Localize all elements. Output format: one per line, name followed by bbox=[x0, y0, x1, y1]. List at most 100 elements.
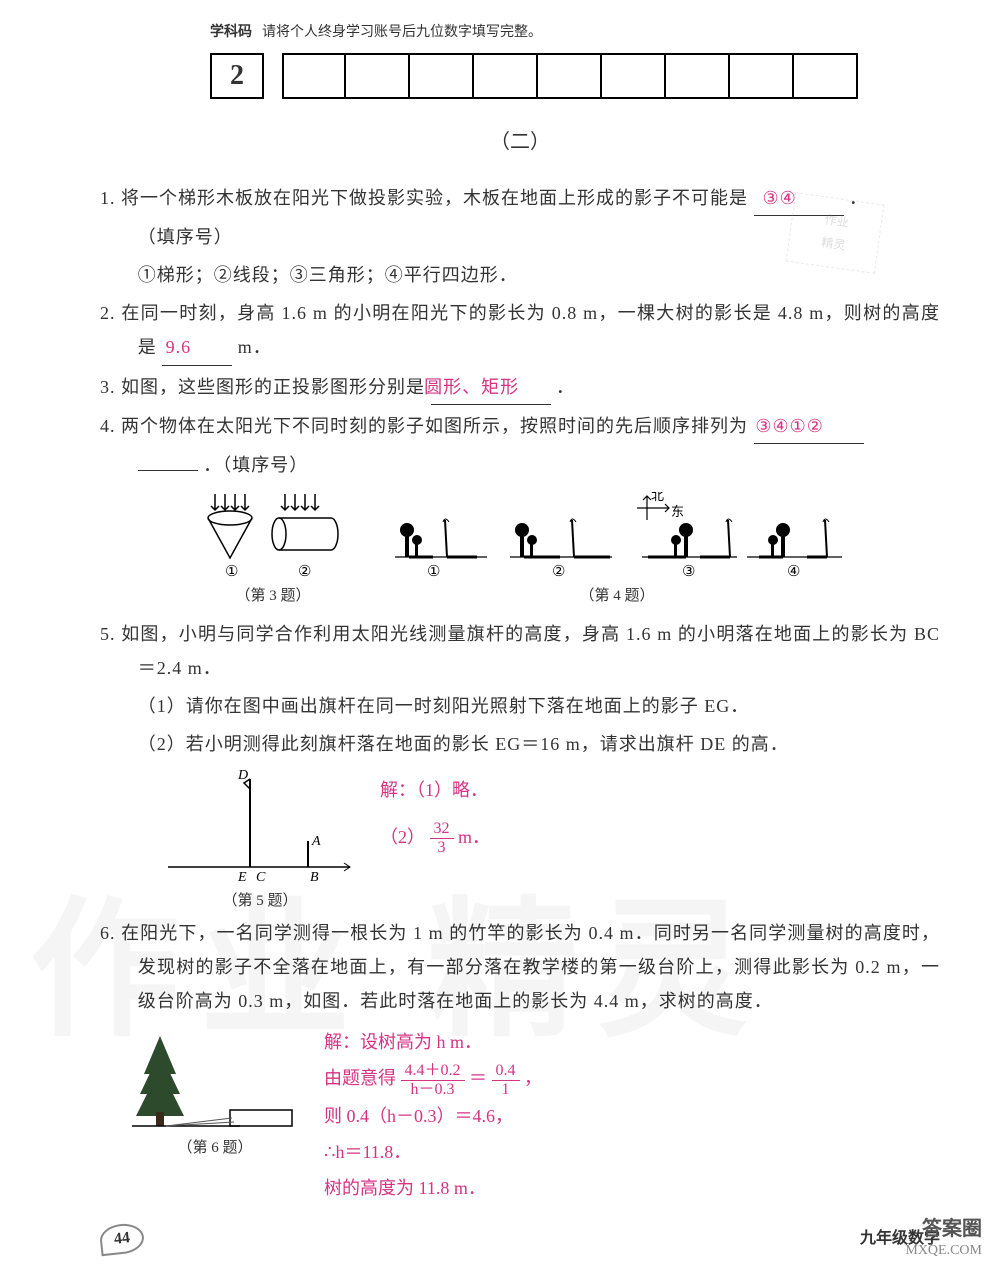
code-box-9[interactable] bbox=[794, 53, 858, 99]
stamp-l1: 作业 bbox=[823, 209, 850, 235]
subject-code-label: 学科码 bbox=[210, 20, 252, 47]
question-5: 5. 如图，小明与同学合作利用太阳光线测量旗杆的高度，身高 1.6 m 的小明落… bbox=[100, 617, 940, 685]
fig4-label-3: ③ bbox=[682, 564, 695, 580]
q5-part2: （2）若小明测得此刻旗杆落在地面的影长 EG＝16 m，请求出旗杆 DE 的高． bbox=[100, 727, 940, 761]
q6-sol-5: 树的高度为 11.8 m． bbox=[324, 1170, 542, 1206]
code-box-4[interactable] bbox=[474, 53, 538, 99]
q5-label-C: C bbox=[256, 870, 266, 885]
q5-sol-unit: m． bbox=[458, 827, 490, 847]
figure-6-svg bbox=[130, 1024, 300, 1134]
q5-sol-fraction: 32 3 bbox=[430, 820, 454, 856]
code-box-2[interactable] bbox=[346, 53, 410, 99]
q5-sol-2-prefix: （2） bbox=[380, 827, 425, 847]
corner-logo-2: MXQE.COM bbox=[905, 1242, 982, 1260]
code-box-7[interactable] bbox=[666, 53, 730, 99]
q6-sol-2b: ， bbox=[524, 1068, 542, 1088]
q1-number: 1. bbox=[100, 188, 116, 208]
q2-unit: m． bbox=[238, 337, 272, 357]
q4-tail: ．（填序号） bbox=[100, 448, 940, 482]
q6-sol-2a: 由题意得 bbox=[324, 1068, 396, 1088]
code-box-subject: 2 bbox=[210, 53, 264, 99]
compass-north: 北 bbox=[651, 492, 664, 503]
q5-frac-den: 3 bbox=[434, 839, 450, 857]
header-instruction: 请将个人终身学习账号后九位数字填写完整。 bbox=[262, 20, 542, 47]
q6-sol-3: 则 0.4（h－0.3）＝4.6， bbox=[324, 1098, 542, 1134]
q2-number: 2. bbox=[100, 303, 116, 323]
q5-text: 如图，小明与同学合作利用太阳光线测量旗杆的高度，身高 1.6 m 的小明落在地面… bbox=[121, 624, 940, 678]
q4-answer-blank: ③④①② bbox=[754, 409, 864, 444]
question-2: 2. 在同一时刻，身高 1.6 m 的小明在阳光下的影长为 0.8 m，一棵大树… bbox=[100, 296, 940, 365]
header-row: 学科码 请将个人终身学习账号后九位数字填写完整。 bbox=[210, 20, 940, 47]
fig4-label-1: ① bbox=[427, 564, 440, 580]
q4-number: 4. bbox=[100, 416, 116, 436]
q5-label-D: D bbox=[237, 768, 248, 783]
q5-number: 5. bbox=[100, 624, 116, 644]
figure-5-svg: D A E C B bbox=[160, 767, 360, 887]
q2-answer-blank: 9.6 bbox=[162, 330, 232, 365]
figure-3-svg: ① ② bbox=[193, 492, 353, 582]
q3-answer-blank: 圆形、矩形 bbox=[431, 370, 551, 405]
code-boxes: 2 bbox=[210, 53, 940, 99]
q3-text-a: 如图，这些图形的正投影图形分别是 bbox=[121, 377, 425, 397]
q5-sol-2: （2） 32 3 m． bbox=[380, 820, 490, 857]
q6-solution: 解：设树高为 h m． 由题意得 4.4＋0.2 h－0.3 ＝ 0.4 1 ，… bbox=[324, 1024, 542, 1206]
stamp-l2: 精灵 bbox=[820, 231, 847, 257]
q6-frac1: 4.4＋0.2 h－0.3 bbox=[401, 1062, 465, 1098]
fig3-label-2: ② bbox=[298, 564, 311, 580]
figure-6-caption: （第 6 题） bbox=[177, 1134, 252, 1163]
figure-5-caption: （第 5 题） bbox=[222, 887, 297, 916]
q6-number: 6. bbox=[100, 923, 116, 943]
figures-row: ① ② （第 3 题） 北 东 bbox=[100, 492, 940, 611]
q6-sol-2: 由题意得 4.4＋0.2 h－0.3 ＝ 0.4 1 ， bbox=[324, 1060, 542, 1098]
q6-sol-eq: ＝ bbox=[469, 1068, 487, 1088]
question-4: 4. 两个物体在太阳光下不同时刻的影子如图所示，按照时间的先后顺序排列为 ③④①… bbox=[100, 409, 940, 444]
q5-label-B: B bbox=[310, 870, 319, 885]
question-3: 3. 如图，这些图形的正投影图形分别是 圆形、矩形 ． bbox=[100, 370, 940, 405]
q6-frac2-den: 1 bbox=[498, 1081, 514, 1099]
q5-frac-num: 32 bbox=[430, 820, 454, 839]
stamp-decoration: 作业 精灵 bbox=[786, 192, 885, 274]
compass-east: 东 bbox=[671, 504, 684, 519]
q6-frac1-den: h－0.3 bbox=[407, 1081, 459, 1099]
q4-blank-cont bbox=[138, 470, 198, 471]
code-box-5[interactable] bbox=[538, 53, 602, 99]
q6-frac2: 0.4 1 bbox=[492, 1062, 520, 1098]
corner-logo-1: 答案圈 bbox=[905, 1216, 982, 1242]
figure-3-caption: （第 3 题） bbox=[235, 582, 310, 611]
code-box-1[interactable] bbox=[282, 53, 346, 99]
figure-6: （第 6 题） bbox=[130, 1024, 300, 1163]
q6-figure-row: （第 6 题） 解：设树高为 h m． 由题意得 4.4＋0.2 h－0.3 ＝… bbox=[130, 1024, 940, 1206]
figure-4-caption: （第 4 题） bbox=[579, 582, 654, 611]
fig3-label-1: ① bbox=[225, 564, 238, 580]
q5-figure-row: D A E C B （第 5 题） 解：（1）略． （2） 32 3 m． bbox=[160, 767, 940, 916]
q6-sol-4: ∴h＝11.8． bbox=[324, 1134, 542, 1170]
code-box-6[interactable] bbox=[602, 53, 666, 99]
figure-4-svg: 北 东 ① ② bbox=[387, 492, 847, 582]
code-box-8[interactable] bbox=[730, 53, 794, 99]
figure-3: ① ② （第 3 题） bbox=[193, 492, 353, 611]
q3-tail: ． bbox=[556, 377, 575, 397]
fig4-label-2: ② bbox=[552, 564, 565, 580]
page-number: 44 bbox=[99, 1222, 146, 1256]
q6-sol-1: 解：设树高为 h m． bbox=[324, 1024, 542, 1060]
q4-text-a: 两个物体在太阳光下不同时刻的影子如图所示，按照时间的先后顺序排列为 bbox=[121, 416, 748, 436]
q1-text-a: 将一个梯形木板放在阳光下做投影实验，木板在地面上形成的影子不可能是 bbox=[121, 188, 748, 208]
section-title: （二） bbox=[100, 123, 940, 161]
q5-solution: 解：（1）略． （2） 32 3 m． bbox=[380, 767, 490, 856]
q5-label-E: E bbox=[237, 870, 247, 885]
q4-tail-text: ．（填序号） bbox=[203, 455, 308, 475]
fig4-label-4: ④ bbox=[787, 564, 800, 580]
q3-number: 3. bbox=[100, 377, 116, 397]
page-footer: 44 九年级数学 bbox=[100, 1224, 940, 1254]
figure-4: 北 东 ① ② bbox=[387, 492, 847, 611]
q6-text: 在阳光下，一名同学测得一根长为 1 m 的竹竿的影长为 0.4 m．同时另一名同… bbox=[121, 923, 940, 1011]
figure-5: D A E C B （第 5 题） bbox=[160, 767, 360, 916]
question-6: 6. 在阳光下，一名同学测得一根长为 1 m 的竹竿的影长为 0.4 m．同时另… bbox=[100, 916, 940, 1019]
corner-logo: 答案圈 MXQE.COM bbox=[905, 1216, 982, 1260]
q5-sol-1: 解：（1）略． bbox=[380, 773, 490, 807]
q6-frac1-num: 4.4＋0.2 bbox=[401, 1062, 465, 1081]
code-box-3[interactable] bbox=[410, 53, 474, 99]
q5-label-A: A bbox=[311, 834, 321, 849]
q6-frac2-num: 0.4 bbox=[492, 1062, 520, 1081]
q5-part1: （1）请你在图中画出旗杆在同一时刻阳光照射下落在地面上的影子 EG． bbox=[100, 689, 940, 723]
